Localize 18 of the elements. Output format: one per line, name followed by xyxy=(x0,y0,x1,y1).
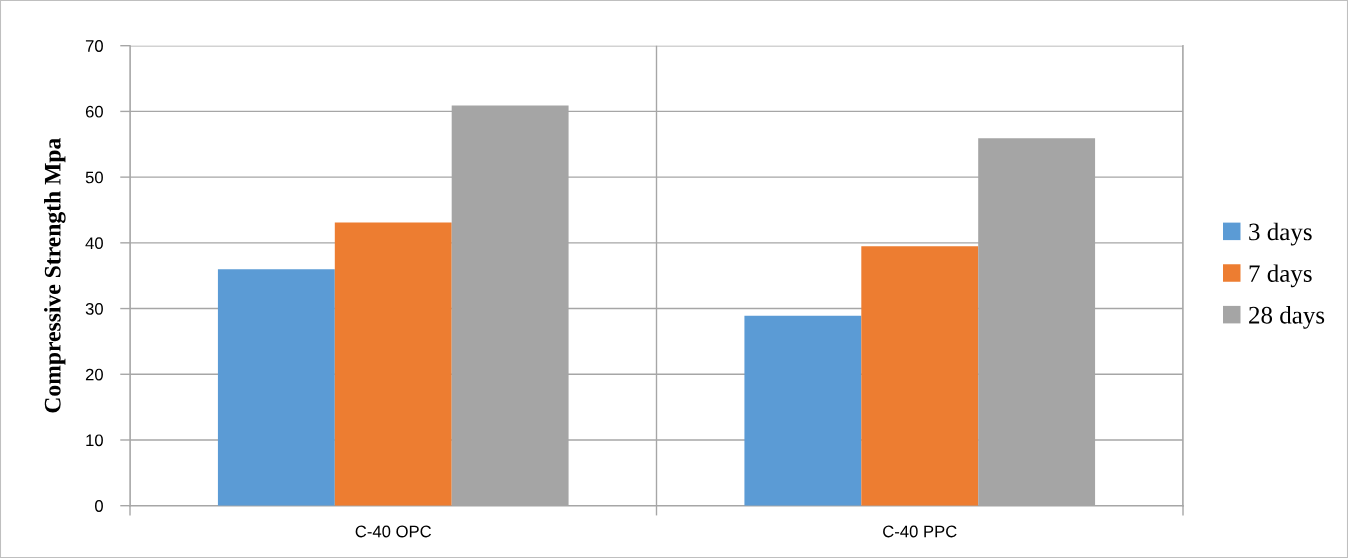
bar xyxy=(334,222,452,506)
legend-label: 7 days xyxy=(1249,264,1312,288)
y-tick-label: 60 xyxy=(85,105,103,118)
y-tick-label: 50 xyxy=(85,171,103,184)
y-tick-label: 20 xyxy=(85,368,103,381)
y-tick-label: 10 xyxy=(86,434,103,447)
bar xyxy=(217,269,335,506)
bar xyxy=(861,246,979,506)
legend-label: 3 days xyxy=(1249,222,1312,246)
y-tick-label: 30 xyxy=(85,302,103,315)
y-tick-label: 0 xyxy=(94,500,103,512)
y-tick-label: 40 xyxy=(85,237,103,250)
y-tick-label: 70 xyxy=(85,40,103,52)
legend-label: 28 days xyxy=(1249,306,1325,329)
x-tick-label: C-40 PPC xyxy=(883,525,957,538)
bar xyxy=(744,315,862,506)
y-axis-title: Compressive Strength Mpa xyxy=(44,138,66,413)
x-tick-label: C-40 OPC xyxy=(355,525,432,538)
